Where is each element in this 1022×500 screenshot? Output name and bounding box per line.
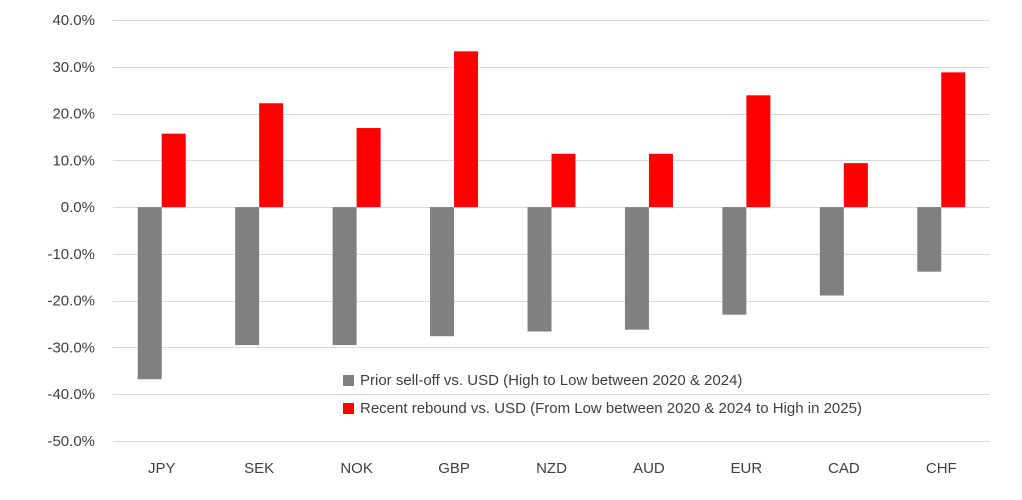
y-axis-tick-labels: 40.0% 30.0% 20.0% 10.0% 0.0% -10.0% -20.0% -30.…	[47, 12, 95, 450]
bar-prior-selloff-jpy	[137, 207, 162, 380]
bar-recent-rebound-nok	[356, 128, 381, 208]
bar-recent-rebound-sek	[259, 103, 284, 208]
x-tick-label: JPY	[148, 460, 176, 477]
bar-prior-selloff-aud	[624, 207, 649, 330]
y-tick-label: -10.0%	[47, 246, 95, 263]
y-tick-label: 40.0%	[52, 12, 95, 29]
bar-prior-selloff-eur	[722, 207, 747, 315]
y-tick-label: -50.0%	[47, 433, 95, 450]
bar-prior-selloff-nzd	[527, 207, 552, 332]
bar-recent-rebound-jpy	[161, 133, 186, 208]
y-tick-label: -40.0%	[47, 386, 95, 403]
y-tick-label: -30.0%	[47, 339, 95, 356]
y-tick-label: -20.0%	[47, 293, 95, 310]
bar-recent-rebound-eur	[746, 95, 771, 208]
x-tick-label: NOK	[340, 460, 373, 477]
bar-recent-rebound-chf	[941, 72, 966, 208]
bar-recent-rebound-nzd	[551, 153, 576, 208]
bar-recent-rebound-gbp	[454, 51, 479, 208]
y-tick-label: 10.0%	[52, 152, 95, 169]
x-tick-label: EUR	[731, 460, 763, 477]
x-tick-label: CHF	[926, 460, 957, 477]
x-tick-label: SEK	[244, 460, 274, 477]
legend-label-prior-selloff: Prior sell-off vs. USD (High to Low betw…	[360, 372, 742, 389]
x-axis-tick-labels: JPY SEK NOK GBP NZD AUD EUR CAD CHF	[148, 460, 957, 477]
bar-prior-selloff-sek	[235, 207, 260, 346]
bar-prior-selloff-cad	[819, 207, 844, 296]
bar-prior-selloff-nok	[332, 207, 357, 346]
legend-swatch-recent-rebound	[343, 403, 354, 414]
bar-recent-rebound-aud	[648, 153, 673, 208]
bar-prior-selloff-gbp	[430, 207, 455, 337]
bars	[137, 51, 966, 380]
bar-recent-rebound-cad	[843, 163, 868, 208]
y-tick-label: 20.0%	[52, 106, 95, 123]
x-tick-label: GBP	[438, 460, 470, 477]
bar-prior-selloff-chf	[917, 207, 942, 272]
legend-label-recent-rebound: Recent rebound vs. USD (From Low between…	[360, 400, 862, 417]
x-tick-label: NZD	[536, 460, 567, 477]
y-tick-label: 30.0%	[52, 59, 95, 76]
x-tick-label: CAD	[828, 460, 860, 477]
legend-swatch-prior-selloff	[343, 375, 354, 386]
legend: Prior sell-off vs. USD (High to Low betw…	[343, 372, 862, 417]
x-tick-label: AUD	[633, 460, 665, 477]
y-tick-label: 0.0%	[61, 199, 95, 216]
